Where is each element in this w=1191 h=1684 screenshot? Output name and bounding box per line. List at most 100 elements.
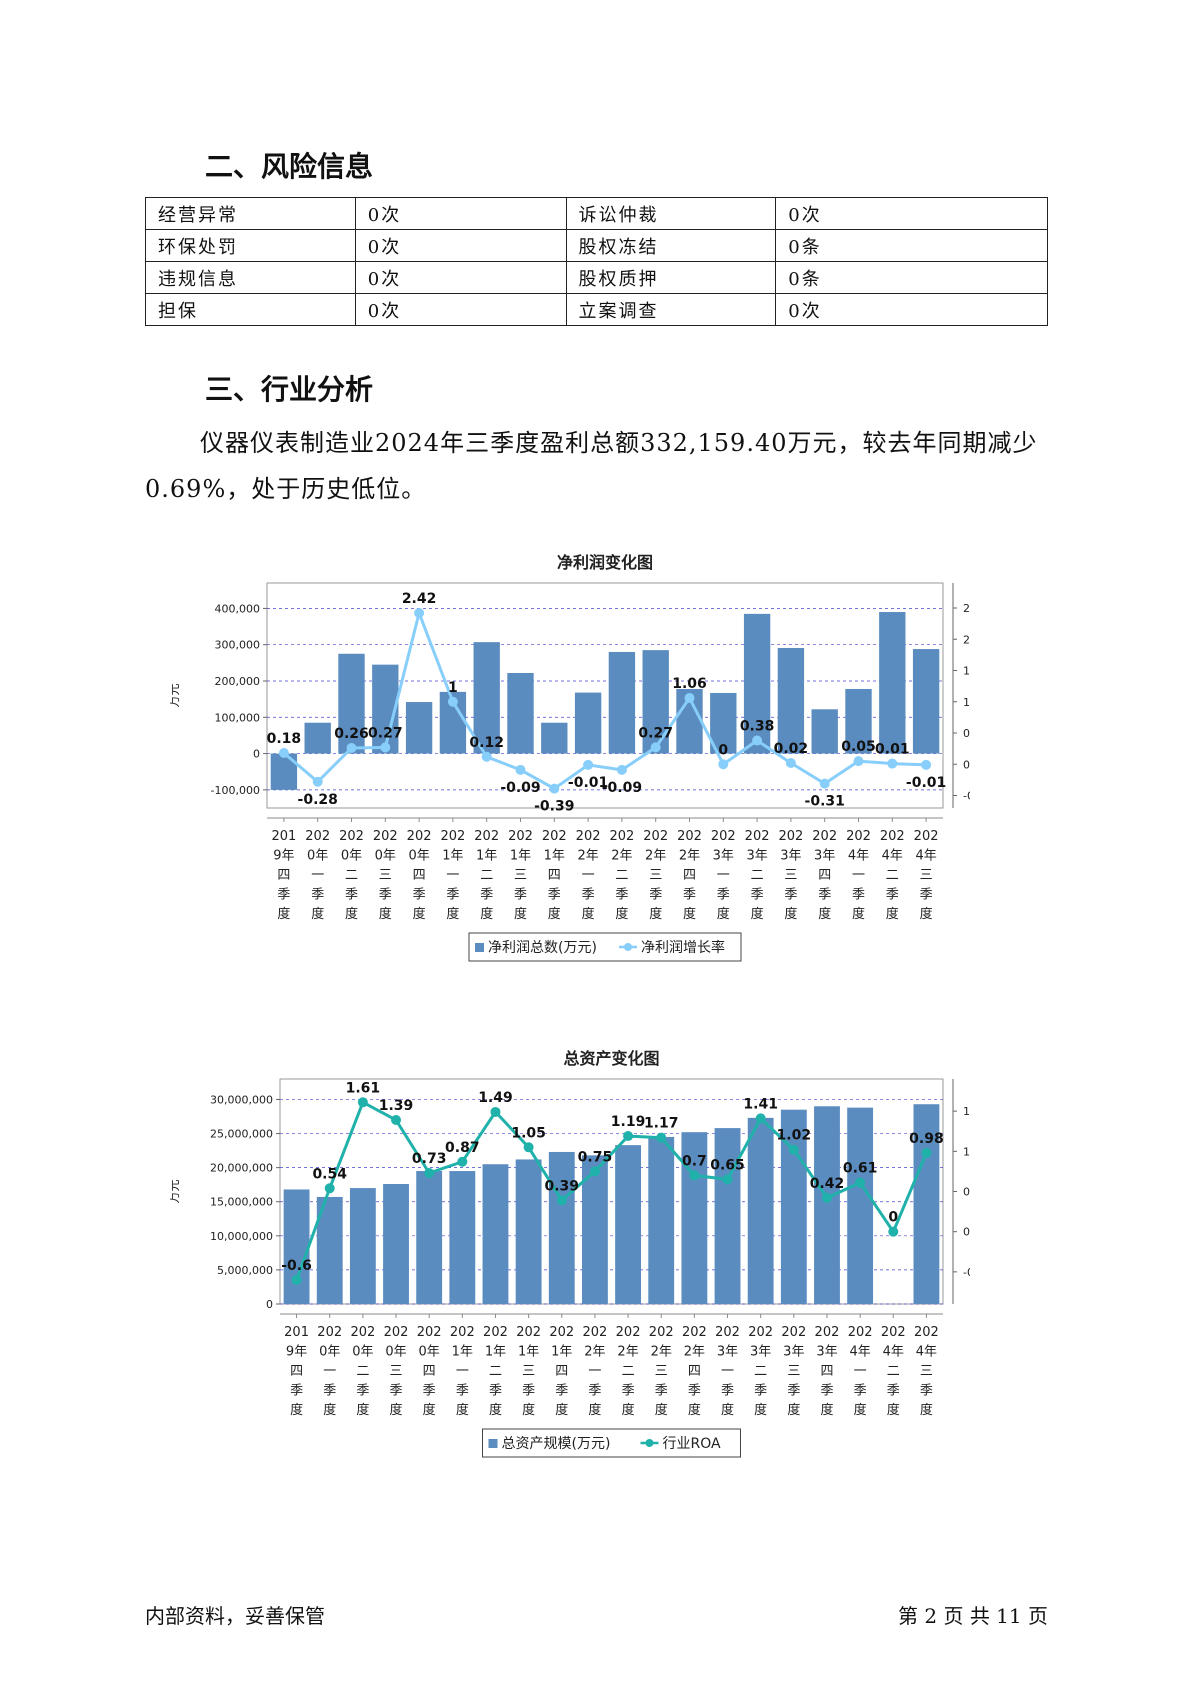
- x-axis-tick-label: 1年: [442, 849, 463, 864]
- x-axis-tick-label: 202: [450, 1325, 475, 1340]
- x-axis-tick-label: 202: [384, 1325, 409, 1340]
- x-axis-tick-label: 度: [582, 906, 595, 922]
- line-point: [855, 1177, 866, 1188]
- bar: [777, 647, 805, 754]
- x-axis-tick-label: 度: [548, 906, 561, 922]
- risk-table-row: 违规信息 0次 股权质押 0条: [145, 261, 1048, 294]
- data-label: 1.61: [346, 1080, 381, 1096]
- x-axis-tick-label: 季: [548, 888, 561, 903]
- x-axis-tick-label: 三: [920, 1364, 933, 1379]
- x-axis-tick-label: 度: [721, 1402, 734, 1418]
- risk-item-value: 0条: [775, 261, 1048, 294]
- y2-axis-tick-label: 0.0: [963, 1226, 970, 1239]
- line-point: [324, 1183, 335, 1194]
- risk-item-label: 违规信息: [145, 261, 356, 294]
- bar: [710, 692, 737, 754]
- line-point: [583, 759, 594, 770]
- x-axis-tick-label: 二: [886, 868, 899, 883]
- x-axis-tick-label: 度: [920, 906, 933, 922]
- x-axis-tick-label: 度: [379, 906, 392, 922]
- x-axis-tick-label: 3年: [780, 849, 801, 864]
- data-label: 0.65: [710, 1157, 745, 1173]
- x-axis-tick-label: 4年: [883, 1345, 904, 1360]
- risk-item-value: 0次: [775, 197, 1048, 230]
- risk-item-label: 环保处罚: [145, 229, 356, 262]
- x-axis-tick-label: 一: [721, 1364, 734, 1379]
- x-axis-tick-label: 202: [616, 1325, 641, 1340]
- chart-title: 总资产变化图: [563, 1049, 659, 1068]
- x-axis-tick-label: 季: [754, 1384, 767, 1399]
- data-label: -0.6: [281, 1258, 312, 1274]
- x-axis-tick-label: 2年: [684, 1345, 705, 1360]
- data-label: 1.02: [777, 1128, 812, 1144]
- line-point: [380, 742, 391, 753]
- x-axis-tick-label: 度: [413, 906, 426, 922]
- risk-item-value: 0条: [775, 229, 1048, 262]
- x-axis-tick-label: 四: [423, 1364, 436, 1379]
- x-axis-tick-label: 季: [721, 1384, 734, 1399]
- line-point: [788, 1144, 799, 1155]
- data-label: 0.26: [334, 726, 369, 742]
- x-axis-tick-label: 202: [305, 829, 330, 844]
- x-axis-tick-label: 0年: [419, 1345, 440, 1360]
- x-axis-tick-label: 季: [290, 1384, 303, 1399]
- line-point: [722, 1174, 733, 1185]
- line-point: [312, 776, 323, 787]
- x-axis-tick-label: 202: [643, 829, 668, 844]
- x-axis-tick-label: 1年: [452, 1345, 473, 1360]
- data-label: 0.87: [445, 1140, 480, 1156]
- x-axis-tick-label: 季: [787, 1384, 800, 1399]
- legend-label: 总资产规模(万元): [502, 1436, 611, 1452]
- x-axis-tick-label: 度: [555, 1402, 568, 1418]
- data-label: 0.18: [267, 731, 302, 747]
- x-axis-tick-label: 1年: [551, 1345, 572, 1360]
- section-title-risk: 二、风险信息: [205, 150, 374, 183]
- x-axis-tick-label: 三: [379, 868, 392, 883]
- bar: [383, 1184, 409, 1304]
- x-axis-tick-label: 9年: [273, 849, 294, 864]
- x-axis-tick-label: 季: [615, 888, 628, 903]
- line-point: [291, 1274, 302, 1285]
- bar: [574, 692, 602, 754]
- data-label: 1.39: [379, 1098, 414, 1114]
- bar: [608, 651, 636, 754]
- x-axis-tick-label: 三: [522, 1364, 535, 1379]
- x-axis-tick-label: 202: [914, 1325, 939, 1340]
- x-axis-tick-label: 季: [514, 888, 527, 903]
- y-axis-tick-label: 100,000: [215, 711, 261, 724]
- line-point: [424, 1168, 435, 1179]
- bar: [615, 1145, 642, 1304]
- risk-item-value: 0次: [354, 229, 567, 262]
- x-axis-tick-label: 二: [345, 868, 358, 883]
- y-axis-tick-label: 25,000,000: [210, 1128, 273, 1141]
- x-axis-tick-label: 4年: [882, 849, 903, 864]
- y2-axis-tick-label: 1.5: [963, 1105, 970, 1118]
- line-point: [391, 1114, 402, 1125]
- series-line: [295, 1100, 928, 1281]
- x-axis-tick-label: 202: [339, 829, 364, 844]
- series-line: [282, 608, 927, 791]
- data-label: 0.39: [545, 1178, 580, 1194]
- x-axis-tick-label: 2年: [584, 1345, 605, 1360]
- data-label: 0.42: [810, 1176, 845, 1192]
- legend-box: [482, 1428, 741, 1458]
- x-axis-tick-label: 三: [784, 868, 797, 883]
- bar: [338, 653, 365, 754]
- y2-axis-tick-label: -0.5: [963, 1266, 970, 1279]
- data-label: 0.75: [578, 1149, 613, 1165]
- x-axis-tick-label: 季: [751, 888, 764, 903]
- data-label: 0: [888, 1210, 898, 1226]
- x-axis-tick-label: 三: [390, 1364, 403, 1379]
- line-point: [515, 764, 526, 775]
- data-label: 0.01: [875, 742, 910, 758]
- x-axis-tick-label: 四: [820, 1364, 833, 1379]
- x-axis-tick-label: 202: [815, 1325, 840, 1340]
- bar: [681, 1132, 708, 1304]
- x-axis-tick-label: 202: [846, 829, 871, 844]
- x-axis-tick-label: 季: [323, 1384, 336, 1399]
- x-axis-tick-label: 度: [390, 1402, 403, 1418]
- x-axis-tick-label: 季: [852, 888, 865, 903]
- y2-axis-tick-label: 1.0: [963, 696, 970, 709]
- x-axis-tick-label: 202: [474, 829, 499, 844]
- y-axis-tick-label: 20,000,000: [210, 1162, 273, 1175]
